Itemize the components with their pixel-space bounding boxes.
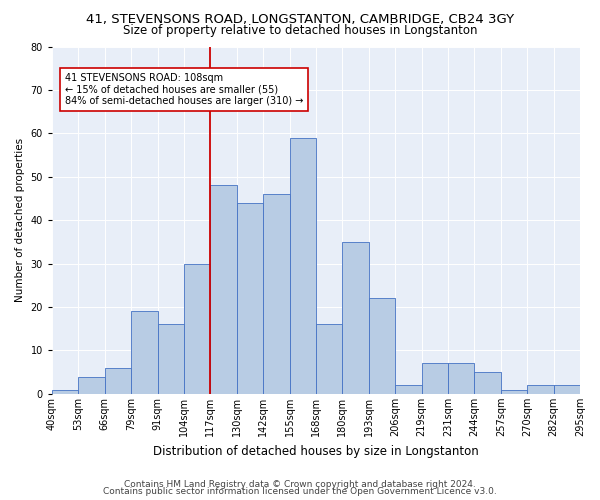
Bar	[448, 364, 475, 394]
Bar	[52, 390, 79, 394]
Bar	[290, 138, 316, 394]
Text: 41 STEVENSONS ROAD: 108sqm
← 15% of detached houses are smaller (55)
84% of semi: 41 STEVENSONS ROAD: 108sqm ← 15% of deta…	[65, 72, 304, 106]
Bar	[79, 376, 105, 394]
Bar	[501, 390, 527, 394]
Bar	[475, 372, 501, 394]
Bar	[527, 385, 554, 394]
Bar	[237, 203, 263, 394]
Bar	[395, 385, 422, 394]
Bar	[211, 186, 237, 394]
Bar	[184, 264, 211, 394]
Text: Contains public sector information licensed under the Open Government Licence v3: Contains public sector information licen…	[103, 487, 497, 496]
Bar	[158, 324, 184, 394]
Bar	[131, 312, 158, 394]
Text: 41, STEVENSONS ROAD, LONGSTANTON, CAMBRIDGE, CB24 3GY: 41, STEVENSONS ROAD, LONGSTANTON, CAMBRI…	[86, 12, 514, 26]
Text: Size of property relative to detached houses in Longstanton: Size of property relative to detached ho…	[123, 24, 477, 37]
Bar	[343, 242, 369, 394]
X-axis label: Distribution of detached houses by size in Longstanton: Distribution of detached houses by size …	[153, 444, 479, 458]
Bar	[422, 364, 448, 394]
Bar	[316, 324, 343, 394]
Text: Contains HM Land Registry data © Crown copyright and database right 2024.: Contains HM Land Registry data © Crown c…	[124, 480, 476, 489]
Y-axis label: Number of detached properties: Number of detached properties	[15, 138, 25, 302]
Bar	[554, 385, 580, 394]
Bar	[263, 194, 290, 394]
Bar	[369, 298, 395, 394]
Bar	[105, 368, 131, 394]
